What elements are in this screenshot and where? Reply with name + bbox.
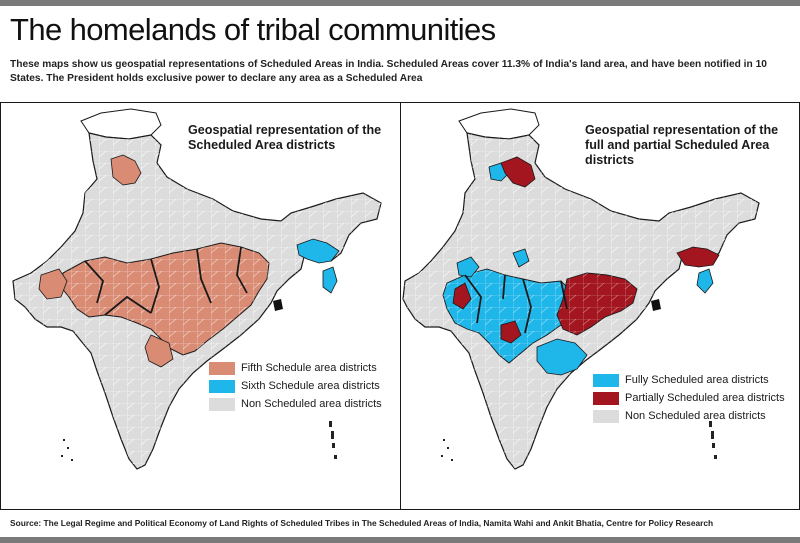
legend-label-non-scheduled: Non Scheduled area districts — [625, 410, 766, 422]
legend-swatch-fully-scheduled — [593, 374, 619, 387]
map-panel-right: Geospatial representation of the full an… — [400, 102, 800, 510]
fully-scheduled-odisha-ap — [536, 338, 588, 376]
map-panel-left: Geospatial representation of the Schedul… — [0, 102, 401, 510]
sixth-schedule-northeast — [296, 238, 340, 264]
legend-label-sixth-schedule: Sixth Schedule area districts — [241, 380, 380, 392]
andaman-islands — [709, 421, 717, 459]
partially-scheduled-gujarat-mp — [452, 282, 472, 310]
partially-scheduled-himachal — [500, 156, 536, 188]
lakshadweep-islands — [441, 439, 453, 461]
right-map-title: Geospatial representation of the full an… — [585, 123, 779, 167]
sixth-schedule-tripura-mizoram — [322, 266, 338, 294]
legend-label-fully-scheduled: Fully Scheduled area districts — [625, 374, 769, 386]
partially-scheduled-northeast — [676, 246, 720, 268]
legend-swatch-partially-scheduled — [593, 392, 619, 405]
lakshadweep-islands — [61, 439, 73, 461]
fully-scheduled-northeast — [696, 268, 714, 294]
source-note: Source: The Legal Regime and Political E… — [10, 518, 714, 528]
fifth-schedule-himachal — [110, 154, 142, 186]
fifth-schedule-andhra — [144, 334, 174, 368]
india-map-full-partial-scheduled — [402, 108, 760, 470]
top-rule — [0, 0, 800, 6]
legend-label-partially-scheduled: Partially Scheduled area districts — [625, 392, 785, 404]
legend-label-non-scheduled: Non Scheduled area districts — [241, 398, 382, 410]
legend-swatch-fifth-schedule — [209, 362, 235, 375]
bottom-rule — [0, 537, 800, 543]
andaman-islands — [329, 421, 337, 459]
legend-label-fifth-schedule: Fifth Schedule area districts — [241, 362, 377, 374]
fully-scheduled-rajasthan — [456, 256, 480, 278]
fifth-schedule-rajasthan-gujarat — [38, 268, 68, 300]
left-map-title: Geospatial representation of the Schedul… — [188, 123, 382, 152]
fully-scheduled-uttarakhand — [512, 248, 530, 268]
page-title: The homelands of tribal communities — [10, 12, 496, 47]
legend-swatch-non-scheduled — [209, 398, 235, 411]
legend-swatch-non-scheduled — [593, 410, 619, 423]
legend-swatch-sixth-schedule — [209, 380, 235, 393]
india-map-scheduled-areas — [12, 108, 382, 470]
partially-scheduled-maharashtra — [500, 320, 522, 344]
page-subtitle: These maps show us geospatial representa… — [10, 59, 767, 84]
